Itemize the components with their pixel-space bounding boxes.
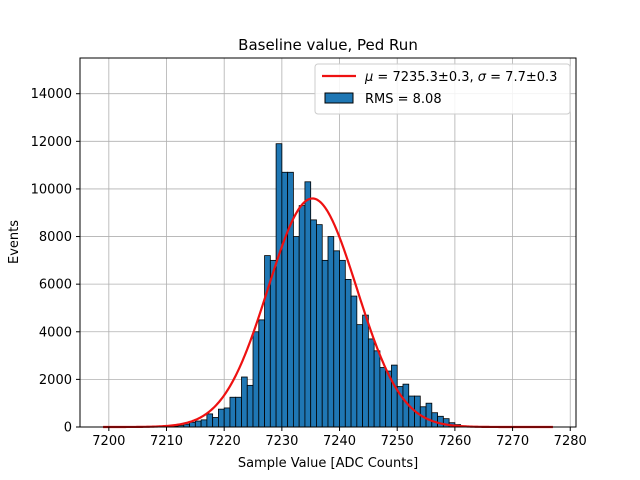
histogram-bar bbox=[241, 376, 248, 428]
histogram-bar bbox=[339, 259, 346, 428]
histogram-bar bbox=[373, 350, 381, 428]
y-tick-label: 4000 bbox=[39, 325, 72, 340]
histogram-bar bbox=[275, 143, 283, 428]
chart-title: Baseline value, Ped Run bbox=[238, 36, 418, 54]
histogram-bar bbox=[310, 219, 317, 428]
x-axis-label: Sample Value [ADC Counts] bbox=[238, 456, 418, 471]
legend-fit-label: μ = 7235.3±0.3, σ = 7.7±0.3 bbox=[364, 70, 557, 85]
histogram-bar bbox=[362, 314, 369, 428]
histogram-bar bbox=[281, 171, 289, 428]
histogram-bar bbox=[246, 384, 254, 428]
y-tick-label: 8000 bbox=[39, 230, 72, 245]
legend: μ = 7235.3±0.3, σ = 7.7±0.3 RMS = 8.08 bbox=[314, 63, 571, 115]
histogram-bar bbox=[333, 250, 340, 428]
legend-hist-label: RMS = 8.08 bbox=[365, 92, 442, 107]
histogram-bar bbox=[287, 171, 294, 428]
histogram-bar bbox=[391, 364, 398, 428]
histogram-bars bbox=[166, 143, 479, 428]
histogram-bar bbox=[189, 421, 196, 428]
legend-hist-swatch bbox=[324, 92, 354, 104]
histogram-bar bbox=[367, 338, 375, 428]
histogram-bar bbox=[344, 278, 352, 428]
y-tick-label: 2000 bbox=[39, 373, 72, 388]
histogram-bar bbox=[218, 408, 225, 428]
y-tick-label: 10000 bbox=[31, 182, 72, 197]
y-tick-label: 12000 bbox=[31, 135, 72, 150]
x-tick-label: 7270 bbox=[496, 434, 529, 449]
x-axis-ticks: 7200 7210 7220 7230 7240 7250 7260 7270 7280 bbox=[92, 427, 587, 449]
histogram-bar bbox=[321, 259, 329, 428]
plot-frame bbox=[79, 57, 577, 428]
x-tick-label: 7220 bbox=[208, 434, 241, 449]
histogram-bar bbox=[316, 224, 323, 428]
histogram-bar bbox=[292, 236, 300, 428]
histogram-bar bbox=[350, 295, 358, 428]
histogram-bar bbox=[437, 415, 444, 428]
x-tick-label: 7250 bbox=[381, 434, 414, 449]
y-axis-label: Events bbox=[7, 220, 22, 264]
x-tick-label: 7230 bbox=[265, 434, 298, 449]
histogram-bar bbox=[431, 412, 438, 428]
histogram-bar bbox=[229, 396, 237, 428]
histogram-bar bbox=[235, 396, 242, 428]
legend-box bbox=[314, 63, 571, 115]
histogram-bar bbox=[408, 395, 415, 428]
histogram-bar bbox=[356, 324, 364, 428]
histogram-bar bbox=[194, 420, 202, 428]
histogram-bar bbox=[206, 413, 214, 428]
x-tick-label: 7210 bbox=[150, 434, 183, 449]
histogram-bar bbox=[327, 236, 335, 428]
y-tick-label: 14000 bbox=[31, 87, 72, 102]
x-tick-label: 7260 bbox=[438, 434, 471, 449]
histogram-bar bbox=[212, 417, 219, 428]
x-tick-label: 7200 bbox=[92, 434, 125, 449]
y-tick-label: 6000 bbox=[39, 278, 72, 293]
histogram-bar bbox=[269, 259, 277, 428]
x-tick-label: 7280 bbox=[554, 434, 587, 449]
y-tick-label: 0 bbox=[64, 421, 72, 436]
x-tick-label: 7240 bbox=[323, 434, 356, 449]
y-axis-ticks: 0 2000 4000 6000 8000 10000 12000 14000 bbox=[31, 87, 80, 436]
histogram-bar bbox=[252, 331, 260, 428]
histogram-bar bbox=[258, 319, 265, 428]
histogram-bar bbox=[223, 407, 231, 428]
histogram-bar bbox=[298, 205, 306, 428]
histogram-bar bbox=[304, 181, 312, 428]
histogram-bar bbox=[379, 367, 387, 428]
histogram-bar bbox=[200, 419, 208, 428]
histogram-bar bbox=[425, 402, 433, 428]
